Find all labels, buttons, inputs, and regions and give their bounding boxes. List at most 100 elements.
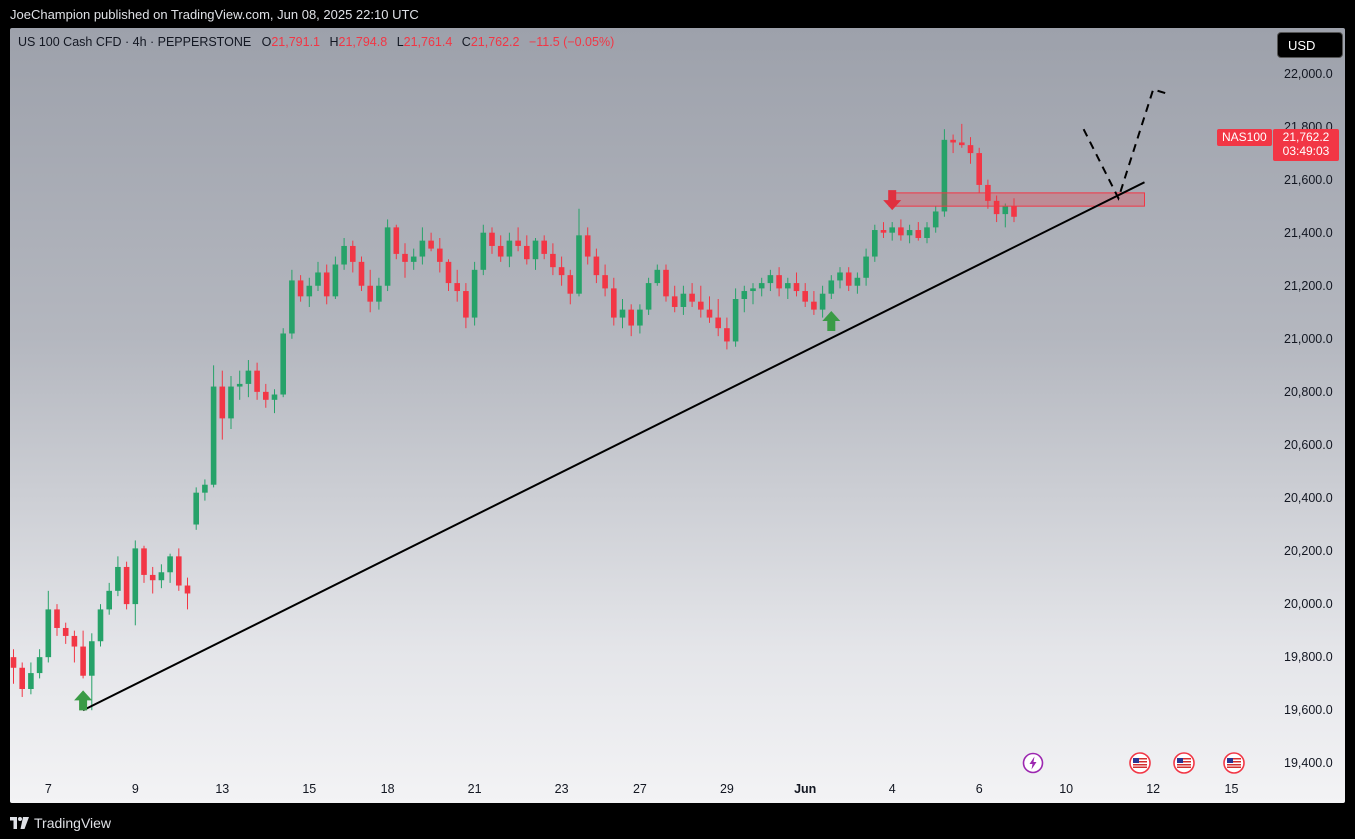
candle-up [36, 657, 43, 674]
date-tick-label: 23 [554, 782, 569, 796]
candle-up [854, 277, 861, 286]
candle-up [228, 386, 234, 419]
candle-down [611, 288, 617, 318]
date-tick-label: 12 [1146, 782, 1161, 796]
candle-down [993, 200, 1000, 215]
candle-down [515, 240, 521, 246]
date-tick-label: 9 [131, 782, 139, 796]
candle-up [202, 484, 208, 493]
tradingview-logo[interactable]: TradingView [10, 815, 111, 831]
date-tick-label: 10 [1059, 782, 1074, 796]
candle-up [819, 293, 826, 310]
candle-down [602, 275, 608, 289]
candle-down [663, 269, 669, 297]
candle-down [550, 253, 556, 268]
candle-down [141, 548, 147, 575]
candle-up [1002, 206, 1009, 215]
candle-up [132, 548, 139, 605]
candle-down [437, 248, 443, 262]
candle-down [184, 585, 191, 594]
candle-down [593, 256, 600, 276]
candle-up [167, 556, 173, 573]
candle-up [889, 227, 895, 233]
candle-up [758, 283, 765, 289]
candle-down [811, 301, 817, 310]
candle-down [715, 317, 721, 329]
candle-up [271, 394, 278, 400]
candle-up [97, 609, 104, 642]
candle-down [10, 657, 17, 668]
lightning-icon[interactable] [1022, 752, 1044, 774]
close-label: C [461, 35, 471, 49]
price-tick-label: 21,200.0 [1284, 278, 1333, 293]
candle-up [785, 283, 791, 289]
symbol-price-tag: NAS100 [1217, 129, 1272, 146]
candle-down [123, 566, 130, 605]
up-arrow-icon [822, 311, 841, 332]
high-value: 21,794.8 [338, 35, 388, 49]
date-tick-label: 7 [44, 782, 52, 796]
candle-up [376, 285, 382, 302]
currency-button[interactable]: USD [1277, 32, 1343, 58]
candle-down [445, 261, 452, 284]
price-tick-label: 21,600.0 [1284, 172, 1333, 187]
date-tick-label: 18 [380, 782, 395, 796]
candle-up [941, 139, 948, 212]
projection-path [1082, 88, 1171, 201]
date-tick-label: 6 [975, 782, 983, 796]
candle-up [115, 566, 121, 591]
candle-down [558, 267, 565, 276]
date-tick-label: 29 [719, 782, 734, 796]
candle-up [45, 609, 52, 658]
low-label: L [396, 35, 404, 49]
change-value: −11.5 (−0.05%) [528, 35, 615, 49]
price-tick-label: 20,200.0 [1284, 544, 1333, 559]
candle-up [767, 275, 774, 284]
up-arrow-icon [74, 690, 93, 711]
chart-area[interactable]: US 100 Cash CFD · 4h · PEPPERSTONE O21,7… [10, 28, 1345, 803]
down-arrow-icon [883, 190, 902, 211]
candle-down [706, 309, 713, 318]
candle-down [880, 230, 887, 233]
price-axis[interactable]: 22,000.0 21,800.0 21,600.0 21,400.0 21,200.0… [1272, 28, 1345, 803]
price-tick-label: 20,600.0 [1284, 437, 1333, 452]
date-tick-label: 21 [467, 782, 482, 796]
candle-up [210, 386, 217, 485]
candle-up [280, 333, 286, 395]
candle-down [367, 285, 373, 302]
candle-down [584, 235, 591, 257]
candle-up [837, 272, 843, 281]
time-axis[interactable]: 7 9 13 15 18 21 23 27 29 Jun 4 6 10 12 15 [10, 780, 1272, 803]
us-flag-icon[interactable] [1129, 752, 1151, 774]
symbol-legend[interactable]: US 100 Cash CFD · 4h · PEPPERSTONE O21,7… [18, 35, 614, 49]
symbol-name[interactable]: US 100 Cash CFD · 4h · PEPPERSTONE [18, 35, 252, 49]
candle-down [176, 556, 182, 586]
candle-down [454, 283, 460, 292]
candle-up [89, 641, 95, 676]
resistance-zone [888, 192, 1146, 207]
candle-down [497, 245, 504, 257]
candle-down [428, 240, 434, 249]
candle-up [532, 240, 539, 260]
candle-down [323, 272, 330, 297]
candle-down [698, 301, 704, 310]
price-tick-label: 21,400.0 [1284, 225, 1333, 240]
candle-up [732, 299, 739, 342]
candle-up [741, 291, 748, 300]
candle-up [384, 227, 391, 286]
us-flag-icon[interactable] [1223, 752, 1245, 774]
candle-down [219, 386, 226, 419]
bar-countdown: 03:49:03 [1282, 144, 1330, 158]
date-tick-label: 15 [1224, 782, 1239, 796]
candle-down [62, 627, 69, 636]
candle-down [967, 145, 974, 154]
high-label: H [329, 35, 339, 49]
candle-down [1011, 206, 1017, 217]
candle-down [724, 328, 730, 342]
candle-up [419, 240, 426, 257]
price-tick-label: 20,800.0 [1284, 384, 1333, 399]
tradingview-brand: TradingView [34, 815, 112, 831]
price-plot[interactable] [10, 28, 1272, 780]
candle-up [315, 272, 321, 286]
us-flag-icon[interactable] [1173, 752, 1195, 774]
